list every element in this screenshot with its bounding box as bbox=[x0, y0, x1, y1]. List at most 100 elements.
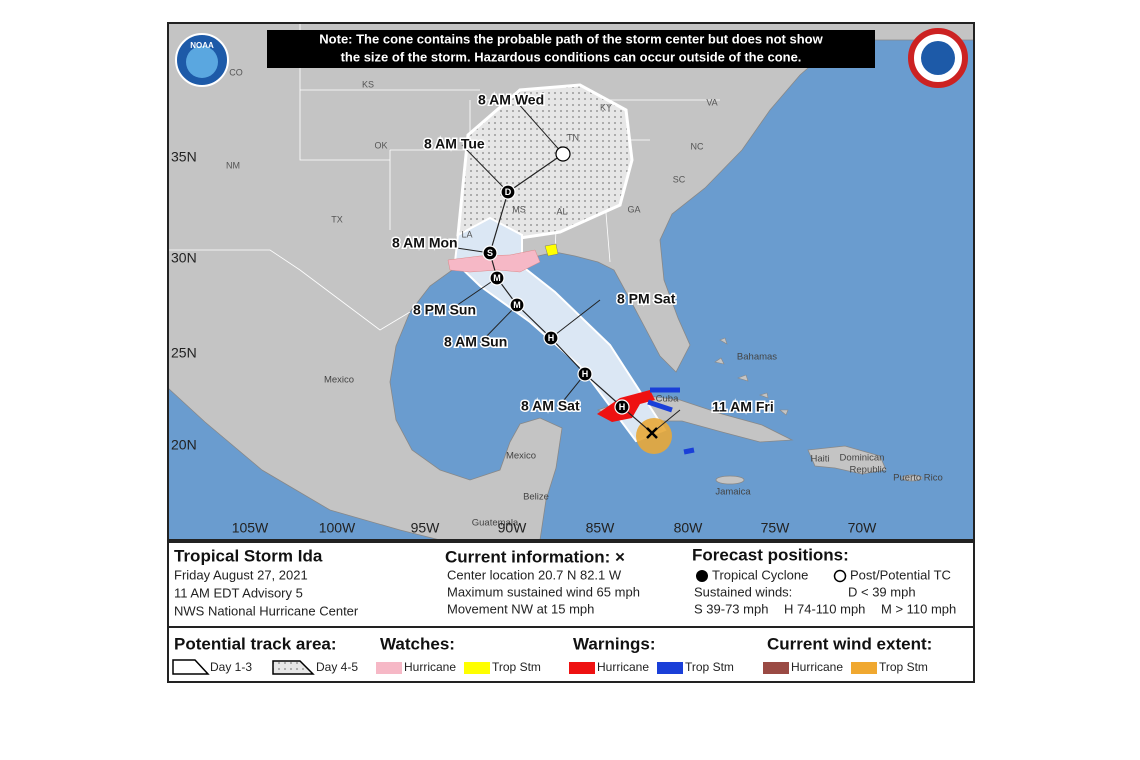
storm-line: NWS National Hurricane Center bbox=[174, 603, 359, 618]
cone-day-1-3 bbox=[453, 216, 667, 443]
place-label: Jamaica bbox=[715, 487, 751, 498]
leader-line bbox=[550, 299, 601, 339]
legend-panel bbox=[167, 541, 975, 683]
current-position bbox=[646, 427, 658, 439]
map bbox=[168, 23, 974, 540]
warnings-text: Hurricane bbox=[597, 660, 649, 674]
leader-line bbox=[449, 277, 498, 311]
longitude-label: 80W bbox=[674, 520, 704, 536]
state-label: KY bbox=[600, 102, 612, 112]
state-label: SC bbox=[673, 174, 686, 184]
forecast-point bbox=[614, 399, 630, 415]
state-label: NC bbox=[691, 141, 704, 151]
place-label: Mexico bbox=[324, 375, 354, 386]
state-label: OK bbox=[374, 140, 387, 150]
place-label: Republic bbox=[850, 465, 887, 476]
latitude-label: 20N bbox=[171, 437, 197, 453]
forecast-text: Sustained winds: bbox=[694, 584, 792, 599]
place-label: Cuba bbox=[656, 394, 679, 405]
warnings-title: Warnings: bbox=[573, 634, 655, 653]
state-label: CO bbox=[229, 67, 243, 77]
map-frame bbox=[167, 22, 975, 541]
day13-symbol bbox=[172, 659, 210, 675]
state-label: GA bbox=[627, 204, 640, 214]
point-letter: H bbox=[548, 333, 555, 343]
place-label: Guatemala bbox=[472, 518, 519, 529]
forecast-point bbox=[500, 184, 516, 200]
warnings-text: Trop Stm bbox=[685, 660, 734, 674]
watches-hurricane-swatch bbox=[376, 662, 402, 674]
trop-storm-watch bbox=[544, 243, 559, 257]
forecast-time-label: 8 PM Sun bbox=[413, 302, 476, 318]
logo-center bbox=[921, 41, 955, 75]
watches-title: Watches: bbox=[380, 634, 455, 653]
tropical-symbol bbox=[696, 570, 708, 582]
place-label: Haiti bbox=[810, 454, 829, 465]
point-letter: H bbox=[619, 402, 626, 412]
point-letter: M bbox=[513, 300, 521, 310]
puerto-rico bbox=[901, 474, 923, 482]
place-label: Mexico bbox=[506, 451, 536, 462]
state-label: MS bbox=[512, 204, 526, 214]
state-label: AL bbox=[556, 206, 567, 216]
place-label: Dominican bbox=[840, 453, 885, 464]
current-line: Center location 20.7 N 82.1 W bbox=[447, 567, 622, 582]
leader-line bbox=[461, 144, 509, 193]
wind-hurricane-swatch bbox=[763, 662, 789, 674]
latitude-label: 30N bbox=[171, 250, 197, 266]
forecast-title: Forecast positions: bbox=[692, 545, 849, 564]
noaa-logo bbox=[175, 33, 229, 87]
track-text: Day 4-5 bbox=[316, 660, 358, 674]
warnings-hurricane-swatch bbox=[569, 662, 595, 674]
current-title: Current information: × bbox=[445, 547, 625, 566]
forecast-time-label: 8 AM Sat bbox=[521, 398, 580, 414]
track-title: Potential track area: bbox=[174, 634, 337, 653]
note-text: the size of the storm. Hazardous conditi… bbox=[341, 49, 802, 64]
watches-trop-swatch bbox=[464, 662, 490, 674]
forecast-time-label: 8 AM Mon bbox=[392, 235, 458, 251]
forecast-time-label: 11 AM Fri bbox=[712, 399, 774, 415]
leader-line bbox=[429, 243, 491, 254]
logo-center bbox=[186, 46, 218, 78]
state-label: NM bbox=[226, 160, 240, 170]
longitude-label: 75W bbox=[761, 520, 791, 536]
note-box bbox=[267, 30, 875, 68]
bahamas bbox=[714, 337, 789, 416]
longitude-label: 95W bbox=[411, 520, 441, 536]
wind-trop-swatch bbox=[851, 662, 877, 674]
watches-text: Trop Stm bbox=[492, 660, 541, 674]
forecast-time-label: 8 AM Wed bbox=[478, 92, 544, 108]
longitude-label: 70W bbox=[848, 520, 878, 536]
storm-line: 11 AM EDT Advisory 5 bbox=[174, 585, 303, 600]
point-letter: D bbox=[560, 149, 567, 159]
nws-logo bbox=[908, 28, 968, 88]
point-letter: H bbox=[582, 369, 589, 379]
point-letter: S bbox=[487, 248, 493, 258]
forecast-time-label: 8 PM Sat bbox=[617, 291, 676, 307]
leader-line bbox=[479, 304, 518, 344]
wind-text: Hurricane bbox=[791, 660, 843, 674]
place-label: Belize bbox=[523, 492, 549, 503]
cone-day-4-5 bbox=[456, 83, 634, 240]
track-text: Day 1-3 bbox=[210, 660, 252, 674]
longitude-label: 100W bbox=[319, 520, 356, 536]
longitude-label: 105W bbox=[232, 520, 269, 536]
forecast-text: H 74-110 mph bbox=[784, 601, 865, 616]
state-label: TX bbox=[331, 214, 343, 224]
storm-line: Friday August 27, 2021 bbox=[174, 567, 308, 582]
state-label: KS bbox=[362, 79, 374, 89]
latitude-label: 25N bbox=[171, 345, 197, 361]
forecast-point bbox=[543, 330, 559, 346]
forecast-text: S 39-73 mph bbox=[694, 601, 768, 616]
wind-text: Trop Stm bbox=[879, 660, 928, 674]
storm-title: Tropical Storm Ida bbox=[174, 546, 323, 565]
state-label: LA bbox=[461, 229, 472, 239]
note-text: Note: The cone contains the probable pat… bbox=[319, 31, 823, 46]
hispaniola bbox=[807, 445, 887, 475]
state-label: VA bbox=[706, 97, 717, 107]
logo-text: NOAA bbox=[190, 41, 214, 50]
forecast-point bbox=[482, 245, 498, 261]
current-line: Movement NW at 15 mph bbox=[447, 601, 594, 616]
